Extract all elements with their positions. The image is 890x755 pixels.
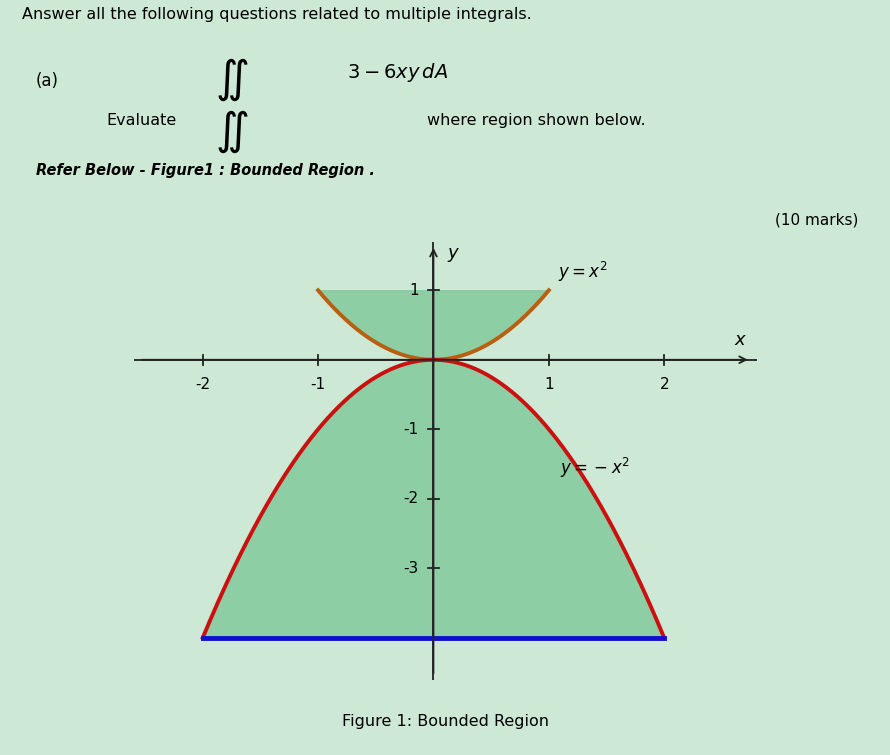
Text: -3: -3: [403, 561, 418, 576]
Text: where region shown below.: where region shown below.: [427, 113, 646, 128]
Text: -2: -2: [403, 492, 418, 507]
Text: $3-6xy\,dA$: $3-6xy\,dA$: [347, 61, 449, 84]
Text: (a): (a): [36, 72, 59, 91]
Text: $y = x^2$: $y = x^2$: [558, 260, 608, 284]
Text: Answer all the following questions related to multiple integrals.: Answer all the following questions relat…: [22, 7, 532, 22]
Text: $x$: $x$: [734, 331, 748, 350]
Text: $\iint$: $\iint$: [214, 57, 248, 103]
Text: -1: -1: [403, 422, 418, 437]
Text: Evaluate: Evaluate: [107, 113, 177, 128]
Text: (10 marks): (10 marks): [775, 213, 859, 228]
Text: -1: -1: [311, 378, 326, 392]
Text: Refer Below - Figure1 : Bounded Region .: Refer Below - Figure1 : Bounded Region .: [36, 163, 375, 178]
Text: 1: 1: [544, 378, 554, 392]
Text: -2: -2: [195, 378, 210, 392]
Text: 1: 1: [409, 283, 418, 297]
Text: $y$: $y$: [448, 246, 461, 264]
Text: $\iint$: $\iint$: [214, 109, 248, 156]
Text: 2: 2: [659, 378, 669, 392]
Text: $y = -x^2$: $y = -x^2$: [561, 456, 630, 480]
Text: Figure 1: Bounded Region: Figure 1: Bounded Region: [342, 713, 548, 729]
